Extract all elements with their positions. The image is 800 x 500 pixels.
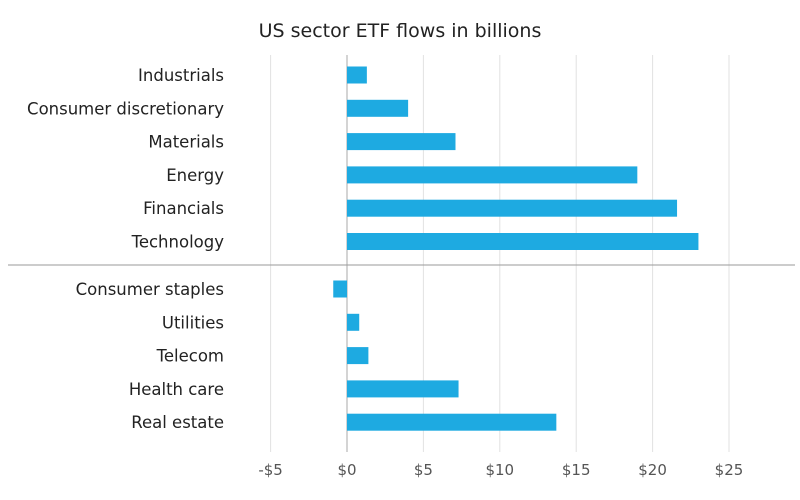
category-label: Materials [148, 133, 224, 152]
category-label: Financials [143, 199, 224, 218]
category-label: Real estate [131, 413, 224, 432]
category-label: Health care [129, 380, 224, 399]
bar-industrials [347, 66, 367, 84]
x-tick-label: $15 [562, 461, 591, 479]
category-label: Telecom [156, 347, 224, 366]
x-tick-label: $10 [485, 461, 514, 479]
x-tick-label: $25 [715, 461, 744, 479]
x-tick-label: $0 [337, 461, 356, 479]
category-label: Consumer staples [76, 280, 224, 299]
bar-energy [347, 166, 638, 184]
x-tick-label: $20 [638, 461, 667, 479]
category-label: Technology [131, 233, 225, 252]
category-label: Industrials [138, 66, 224, 85]
bar-real-estate [347, 413, 557, 431]
bar-health-care [347, 380, 459, 398]
bar-utilities [347, 313, 360, 331]
chart-title: US sector ETF flows in billions [259, 20, 542, 42]
bar-consumer-discretionary [347, 99, 409, 117]
bar-materials [347, 133, 456, 151]
x-tick-label: -$5 [258, 461, 283, 479]
category-label: Consumer discretionary [27, 99, 224, 118]
category-label: Energy [166, 166, 224, 185]
bar-telecom [347, 347, 369, 365]
x-tick-label: $5 [414, 461, 433, 479]
bar-consumer-staples [333, 280, 347, 298]
bar-financials [347, 199, 678, 217]
category-label: Utilities [162, 313, 224, 332]
bar-technology [347, 233, 699, 250]
